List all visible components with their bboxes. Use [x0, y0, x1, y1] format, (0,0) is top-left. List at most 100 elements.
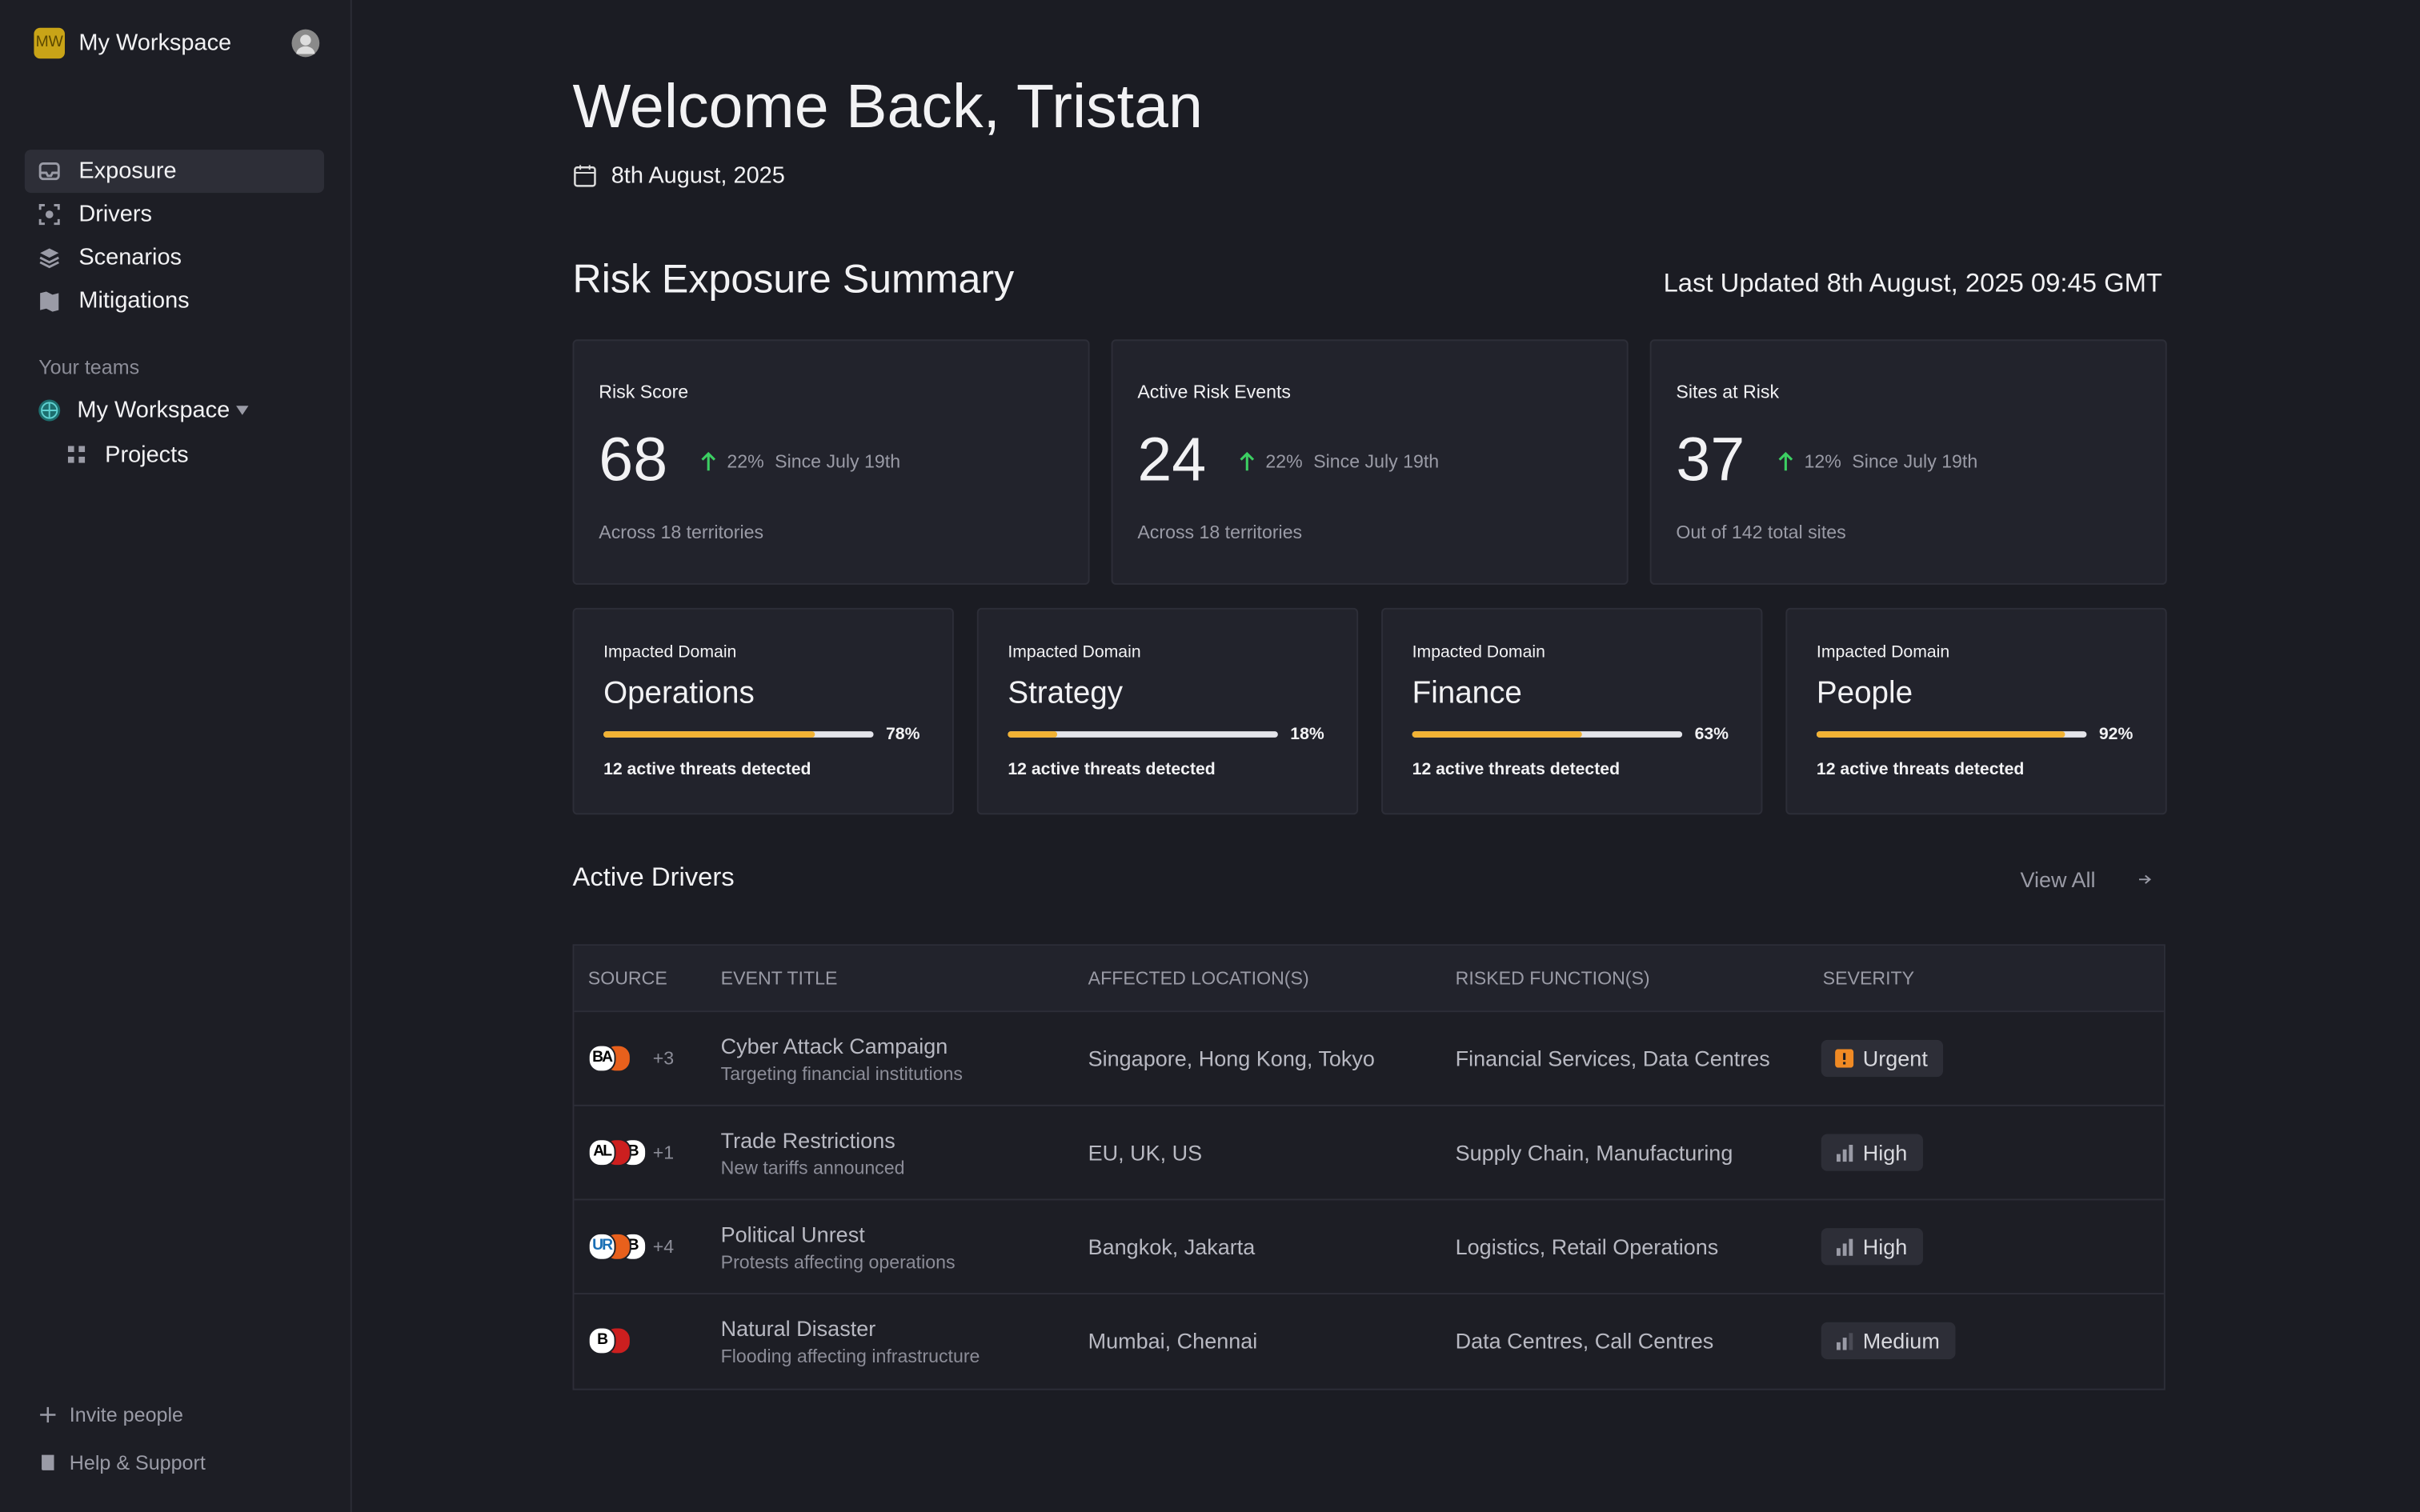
table-row[interactable]: UR B +4 Political Unrest Protests affecting … — [574, 1198, 2164, 1294]
locations: Bangkok, Jakarta — [1088, 1234, 1256, 1259]
nav-icon — [39, 248, 59, 269]
nav-active-bg — [24, 150, 324, 194]
card-label: Active Risk Events — [1137, 381, 1292, 403]
date: 8th August, 2025 — [611, 162, 785, 190]
source-extra: +1 — [652, 1142, 675, 1164]
severity-icon — [1836, 1333, 1853, 1350]
severity-badge: High — [1821, 1134, 1923, 1171]
grid-icon — [67, 446, 86, 463]
domain-label: Impacted Domain — [1008, 643, 1141, 662]
summary-card: Sites at Risk 37 12% Since July 19th Out of … — [1649, 339, 2167, 585]
locations: EU, UK, US — [1088, 1140, 1203, 1166]
event-subtitle: New tariffs announced — [720, 1157, 905, 1179]
footer-icon[interactable] — [38, 1406, 57, 1424]
column-header: AFFECTED LOCATION(S) — [1088, 967, 1309, 990]
domain-name: Strategy — [1008, 676, 1124, 711]
column-header: RISKED FUNCTION(S) — [1455, 967, 1650, 990]
card-since: Since July 19th — [775, 450, 901, 473]
up-arrow — [1778, 451, 1793, 471]
card-value: 68 — [599, 426, 668, 495]
card-change: 12% — [1804, 450, 1841, 473]
severity-badge: Medium — [1821, 1322, 1956, 1360]
domain-name: Finance — [1412, 676, 1522, 711]
card-since: Since July 19th — [1313, 450, 1440, 473]
progress-label: 63% — [1694, 725, 1729, 744]
last-updated: Last Updated 8th August, 2025 09:45 GMT — [1663, 268, 2162, 298]
functions: Data Centres, Call Centres — [1455, 1328, 1714, 1354]
sidebar: MW My Workspace Exposure Drivers Scenarios Mi… — [0, 0, 352, 1512]
locations: Singapore, Hong Kong, Tokyo — [1088, 1046, 1375, 1071]
card-since: Since July 19th — [1852, 450, 1978, 473]
workspace-name[interactable]: My Workspace — [78, 30, 232, 57]
source-logo: UR — [587, 1232, 616, 1261]
card-note: Across 18 territories — [599, 521, 764, 543]
functions: Logistics, Retail Operations — [1455, 1234, 1719, 1259]
card-note: Across 18 territories — [1137, 521, 1303, 543]
card-value: 37 — [1676, 426, 1745, 495]
footer-link[interactable]: Help & Support — [69, 1450, 206, 1474]
team-item[interactable]: Projects — [105, 442, 189, 469]
progress-label: 78% — [885, 725, 920, 744]
view-all-link[interactable]: View All — [2020, 866, 2096, 892]
table-row[interactable]: BA +3 Cyber Attack Campaign Targeting finan… — [574, 1010, 2164, 1106]
domain-card: Impacted Domain Operations 78% 12 active th… — [572, 607, 954, 815]
progress-label: 18% — [1290, 725, 1324, 744]
severity-badge: Urgent — [1821, 1039, 1944, 1078]
locations: Mumbai, Chennai — [1088, 1328, 1258, 1354]
progress-label: 92% — [2098, 725, 2134, 744]
card-label: Sites at Risk — [1676, 381, 1780, 403]
footer-link[interactable]: Invite people — [69, 1403, 183, 1426]
up-arrow — [701, 451, 716, 471]
domain-card: Impacted Domain Finance 63% 12 active threa… — [1381, 607, 1763, 815]
progress-track — [1008, 731, 1278, 738]
domain-name: People — [1816, 676, 1913, 711]
event-title: Political Unrest — [720, 1222, 865, 1247]
domain-note: 12 active threats detected — [1816, 760, 2025, 779]
nav-item[interactable]: Mitigations — [78, 287, 190, 314]
column-header: SOURCE — [587, 967, 667, 990]
teams-heading: Your teams — [38, 355, 140, 379]
progress-fill — [1008, 731, 1057, 738]
table-row[interactable]: AL B +1 Trade Restrictions New tariffs annou… — [574, 1104, 2164, 1201]
summary-card: Active Risk Events 24 22% Since July 19th Ac… — [1111, 339, 1629, 585]
column-header: SEVERITY — [1822, 967, 1915, 990]
dropdown-caret[interactable] — [234, 404, 250, 416]
functions: Financial Services, Data Centres — [1455, 1046, 1770, 1071]
domain-note: 12 active threats detected — [603, 760, 811, 779]
severity-badge: High — [1821, 1228, 1923, 1266]
event-title: Cyber Attack Campaign — [720, 1034, 948, 1058]
footer-icon[interactable] — [38, 1454, 57, 1472]
table-header-bg — [574, 946, 2164, 1011]
page-title: Welcome Back, Tristan — [572, 73, 1203, 142]
severity-icon — [1836, 1144, 1853, 1162]
event-subtitle: Targeting financial institutions — [720, 1062, 963, 1085]
section-title: Risk Exposure Summary — [572, 255, 1015, 302]
arrow-icon[interactable] — [2136, 872, 2154, 887]
calendar-icon — [574, 165, 596, 187]
card-value: 24 — [1137, 426, 1207, 495]
avatar[interactable] — [290, 28, 322, 59]
domain-note: 12 active threats detected — [1412, 760, 1621, 779]
domain-label: Impacted Domain — [1412, 643, 1545, 662]
source-extra: +3 — [652, 1047, 675, 1070]
event-title: Trade Restrictions — [720, 1127, 895, 1153]
domain-note: 12 active threats detected — [1008, 760, 1216, 779]
domain-label: Impacted Domain — [1816, 643, 1950, 662]
severity-icon — [1835, 1049, 1854, 1068]
summary-card: Risk Score 68 22% Since July 19th Across 18 … — [572, 339, 1090, 585]
column-header: EVENT TITLE — [720, 967, 838, 990]
team-icon — [38, 399, 61, 422]
nav-item[interactable]: Drivers — [78, 201, 152, 228]
team-name[interactable]: My Workspace — [77, 397, 230, 424]
nav-item[interactable]: Scenarios — [78, 244, 182, 271]
progress-fill — [1412, 731, 1583, 738]
source-logo: B — [587, 1326, 616, 1355]
workspace-logo: MW — [34, 27, 65, 59]
event-subtitle: Protests affecting operations — [720, 1251, 956, 1274]
card-note: Out of 142 total sites — [1676, 521, 1846, 543]
nav-item[interactable]: Exposure — [78, 158, 177, 185]
nav-icon — [38, 204, 60, 226]
table-row[interactable]: B Natural Disaster Flooding affecting infr… — [574, 1293, 2164, 1389]
nav-icon — [40, 291, 59, 312]
